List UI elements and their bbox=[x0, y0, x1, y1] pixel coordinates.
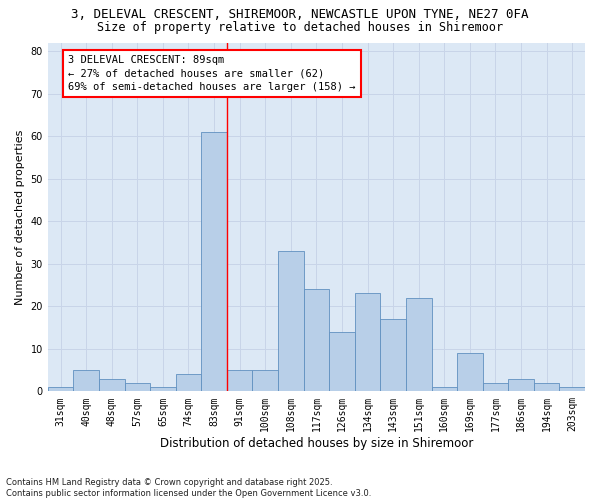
Bar bbox=[125, 383, 150, 392]
Bar bbox=[201, 132, 227, 392]
Bar bbox=[431, 387, 457, 392]
Bar bbox=[150, 387, 176, 392]
Text: Contains HM Land Registry data © Crown copyright and database right 2025.
Contai: Contains HM Land Registry data © Crown c… bbox=[6, 478, 371, 498]
Text: 3, DELEVAL CRESCENT, SHIREMOOR, NEWCASTLE UPON TYNE, NE27 0FA: 3, DELEVAL CRESCENT, SHIREMOOR, NEWCASTL… bbox=[71, 8, 529, 20]
Bar bbox=[99, 378, 125, 392]
Text: 3 DELEVAL CRESCENT: 89sqm
← 27% of detached houses are smaller (62)
69% of semi-: 3 DELEVAL CRESCENT: 89sqm ← 27% of detac… bbox=[68, 56, 356, 92]
Bar bbox=[457, 353, 482, 392]
Bar bbox=[304, 289, 329, 392]
Text: Size of property relative to detached houses in Shiremoor: Size of property relative to detached ho… bbox=[97, 21, 503, 34]
Bar bbox=[534, 383, 559, 392]
Bar bbox=[406, 298, 431, 392]
Bar bbox=[355, 294, 380, 392]
Bar bbox=[227, 370, 253, 392]
Bar bbox=[253, 370, 278, 392]
X-axis label: Distribution of detached houses by size in Shiremoor: Distribution of detached houses by size … bbox=[160, 437, 473, 450]
Bar bbox=[329, 332, 355, 392]
Y-axis label: Number of detached properties: Number of detached properties bbox=[15, 129, 25, 304]
Bar bbox=[508, 378, 534, 392]
Bar bbox=[48, 387, 73, 392]
Bar bbox=[380, 319, 406, 392]
Bar bbox=[73, 370, 99, 392]
Bar bbox=[482, 383, 508, 392]
Bar bbox=[176, 374, 201, 392]
Bar bbox=[278, 251, 304, 392]
Bar bbox=[559, 387, 585, 392]
